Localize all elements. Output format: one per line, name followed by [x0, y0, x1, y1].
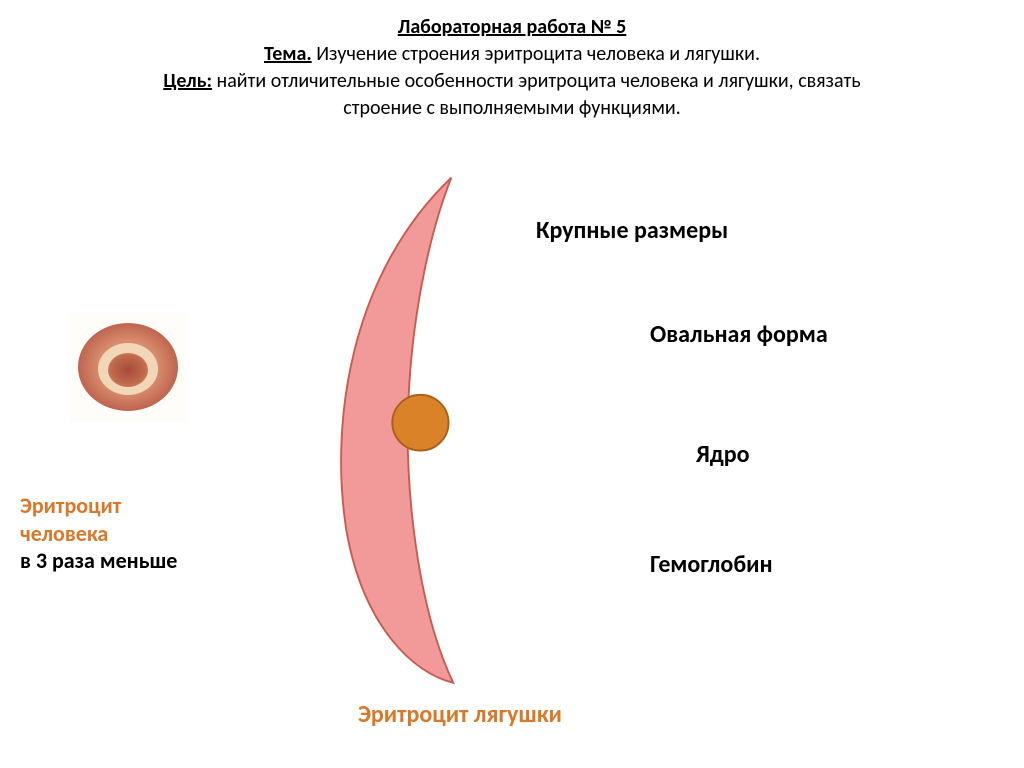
annotation-oval-shape: Овальная форма — [650, 320, 828, 349]
topic-text: Изучение строения эритроцита человека и … — [312, 42, 760, 66]
annotation-hemoglobin: Гемоглобин — [650, 550, 773, 579]
lab-title-line: Лабораторная работа № 5 — [0, 14, 1024, 41]
goal-text: найти отличительные особенности эритроци… — [212, 69, 861, 93]
frog-cell-nucleus — [392, 395, 448, 451]
annotation-nucleus: Ядро — [696, 440, 750, 469]
lab-goal-line: Цель: найти отличительные особенности эр… — [0, 68, 1024, 95]
goal-label: Цель: — [163, 69, 212, 93]
annotation-large-size: Крупные размеры — [536, 216, 728, 245]
human-cell-center — [108, 353, 148, 387]
topic-label: Тема. — [264, 42, 312, 66]
annotation-nucleus-text: Ядро — [696, 440, 750, 469]
human-cell-svg — [68, 312, 188, 422]
human-erythrocyte-image — [68, 312, 188, 422]
lab-topic-line: Тема. Изучение строения эритроцита челов… — [0, 41, 1024, 68]
frog-label-text: Эритроцит лягушки — [358, 700, 562, 729]
human-label-line3: в 3 раза меньше — [20, 547, 177, 575]
annotation-hemoglobin-text: Гемоглобин — [650, 550, 773, 579]
lab-prefix-text: Лабораторная работа — [398, 15, 591, 39]
frog-cell-svg — [322, 172, 472, 692]
lab-number: № 5 — [591, 15, 627, 39]
annotation-large-size-text: Крупные размеры — [536, 216, 728, 245]
human-erythrocyte-label: Эритроцит человека в 3 раза меньше — [20, 492, 177, 575]
frog-erythrocyte-label: Эритроцит лягушки — [358, 700, 562, 729]
frog-erythrocyte-shape — [322, 172, 472, 692]
annotation-oval-shape-text: Овальная форма — [650, 320, 828, 349]
human-label-line2: человека — [20, 520, 177, 548]
lab-header: Лабораторная работа № 5 Тема. Изучение с… — [0, 0, 1024, 122]
human-label-line1: Эритроцит — [20, 492, 177, 520]
goal-text2: строение с выполняемыми функциями. — [343, 96, 680, 120]
lab-goal-line2: строение с выполняемыми функциями. — [0, 95, 1024, 122]
lab-prefix: Лабораторная работа № 5 — [398, 15, 627, 39]
